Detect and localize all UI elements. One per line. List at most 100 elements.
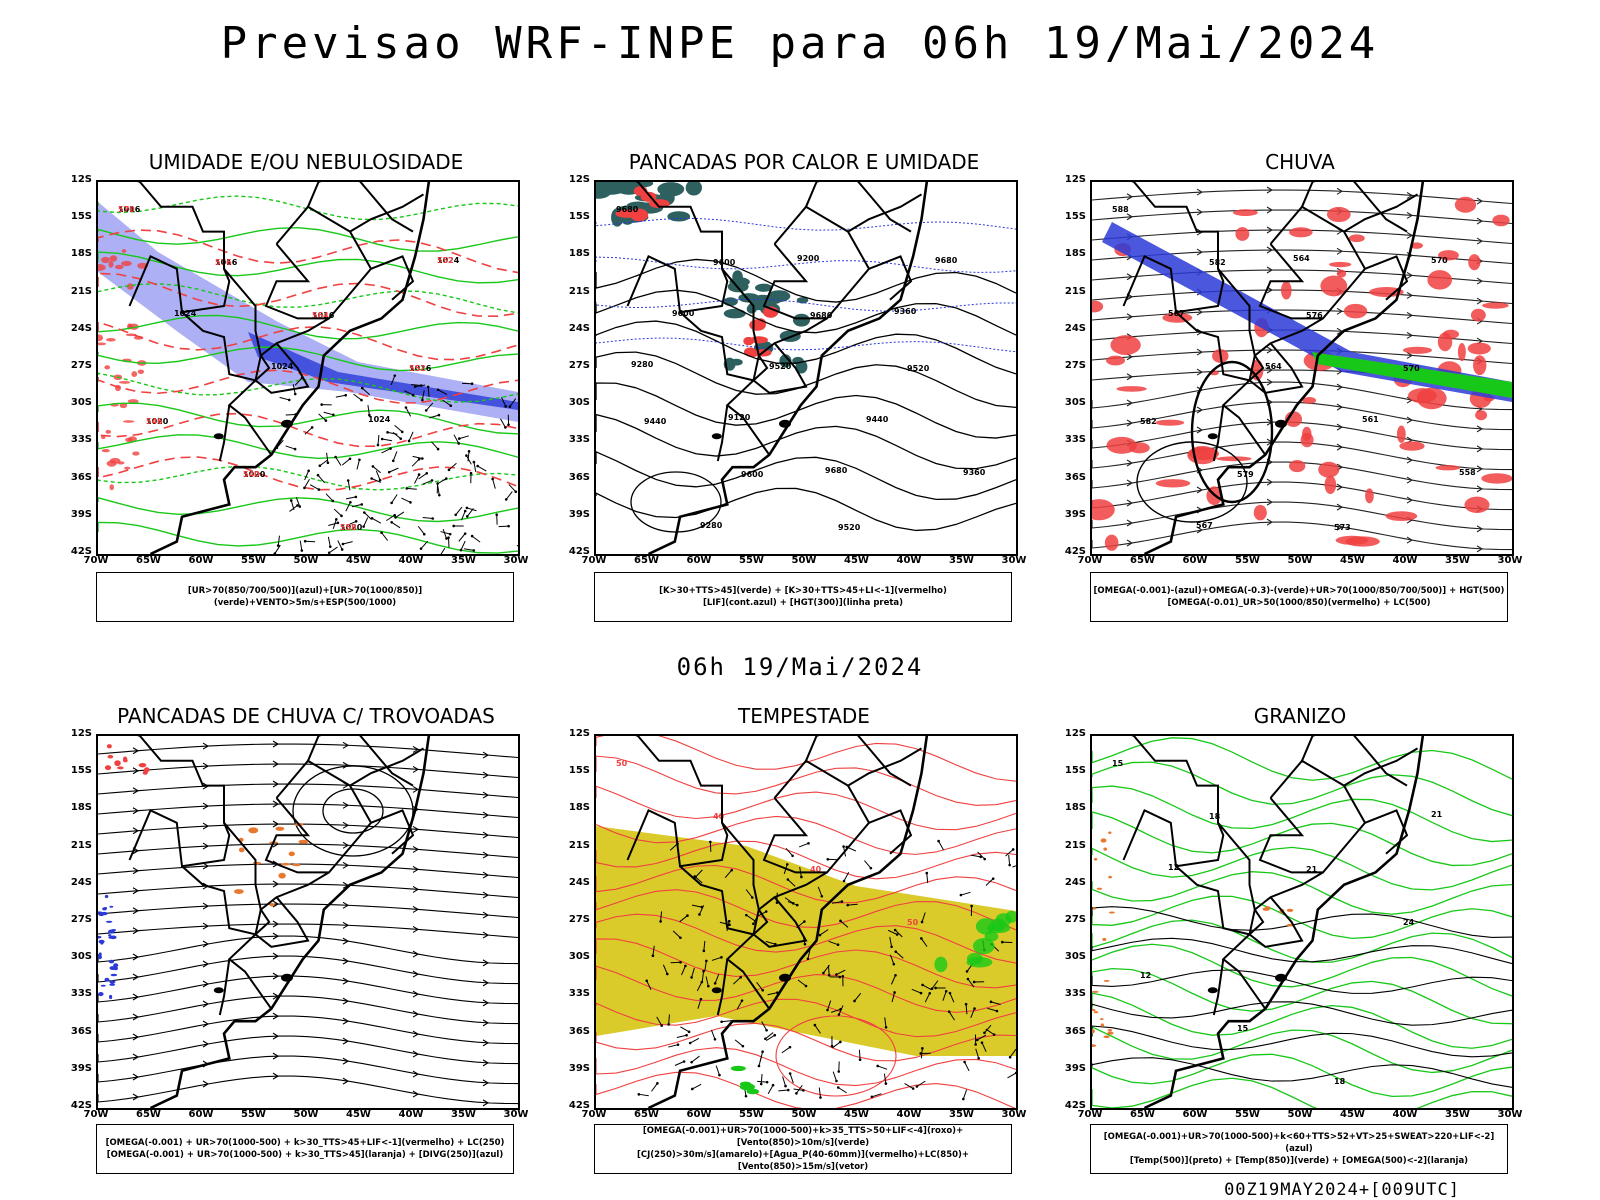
wind-vector-head [651, 954, 655, 958]
wind-vector [827, 1000, 832, 1011]
wind-vector-head [422, 532, 426, 536]
contour-label: 540 [243, 470, 260, 479]
panel-legend-umidade-e-ou-nebulosidade: [UR>70(850/700/500)](azul)+[UR>70(1000/8… [96, 572, 514, 622]
wind-vector [733, 976, 741, 985]
wind-vector [975, 1048, 980, 1059]
stream-arrow [1406, 351, 1414, 359]
precipitable-water-contour [596, 1047, 1016, 1087]
wind-vector [509, 398, 517, 407]
longitude-label: 30W [1497, 555, 1523, 566]
shaded-area [657, 182, 685, 197]
wind-vector [367, 405, 370, 416]
wind-vector [377, 435, 380, 446]
wind-vector [965, 1004, 968, 1015]
wind-vector [309, 484, 320, 491]
shaded-area [1106, 436, 1137, 454]
stream-arrow [132, 1013, 140, 1021]
latitude-label: 42S [1064, 1100, 1086, 1111]
stream-arrow [1336, 383, 1344, 391]
stream-arrow [482, 771, 490, 779]
longitude-label: 55W [1235, 555, 1260, 566]
shaded-area [934, 956, 948, 973]
shaded-area [105, 429, 112, 434]
wind-vector-head [921, 1047, 924, 1050]
stream-arrow [342, 1077, 350, 1085]
stream-arrow [272, 780, 280, 788]
stream-arrow [342, 1057, 350, 1065]
wind-vector-head [975, 1038, 979, 1042]
wind-vector-head [349, 500, 352, 504]
wind-vector [926, 873, 929, 884]
wind-vector [333, 508, 342, 517]
shaded-area [122, 420, 135, 423]
wind-vector-head [684, 964, 687, 968]
wind-vector-head [972, 980, 976, 984]
wind-vector-head [965, 970, 969, 973]
temp850-contour [1092, 1077, 1512, 1108]
run-info: 00Z19MAY2024+[009UTC] [1224, 1180, 1460, 1200]
low-pressure-contour [1136, 441, 1248, 523]
wind-vector [437, 389, 448, 396]
wind-vector-head [421, 398, 424, 402]
wind-vector [734, 1039, 744, 1047]
latitude-label: 42S [568, 1100, 590, 1111]
longitude-label: 50W [791, 555, 817, 566]
stream-arrow [412, 990, 420, 998]
stream-arrow [202, 1040, 210, 1048]
wind-vector [797, 979, 807, 987]
wind-vector-head [419, 547, 423, 550]
shaded-area [1396, 425, 1406, 443]
wind-vector-head [438, 493, 441, 497]
humidity-contour [98, 195, 518, 221]
wind-vector-head [802, 1089, 805, 1092]
wind-vector-head [457, 442, 461, 445]
stream-arrow [412, 765, 420, 773]
stream-arrow [1126, 479, 1134, 487]
wind-vector [724, 869, 733, 879]
wind-vector [781, 1046, 791, 1054]
wind-vector-head [791, 902, 795, 905]
wind-vector [412, 455, 423, 459]
wind-vector-head [995, 1009, 999, 1013]
wind-vector-head [836, 943, 840, 947]
latitude-label: 39S [1064, 1062, 1086, 1074]
wind-vector-head [389, 447, 392, 450]
wind-vector [887, 929, 898, 935]
wind-vector-head [437, 413, 441, 417]
shaded-area [1324, 475, 1337, 495]
shaded-area [779, 354, 792, 368]
wind-vector [371, 478, 382, 483]
wind-vector [745, 889, 753, 898]
wind-vector [828, 940, 839, 946]
contour-label: 573 [1334, 523, 1351, 532]
shaded-area [739, 1083, 755, 1091]
humidity-contour [98, 346, 518, 372]
stream-arrow [342, 841, 350, 849]
map-panel-umidade-e-ou-nebulosidade: 1016 1016 1016 1016 1020 1020 1020 1024 1024 1024… [96, 180, 520, 556]
stream-arrow [482, 911, 490, 919]
contour-label: 18 [1209, 812, 1221, 821]
map-canvas: 15 18 21 24 12 15 18 21 12 [1092, 736, 1512, 1108]
wind-vector [466, 507, 477, 512]
wind-vector [807, 948, 811, 959]
wind-vector [395, 511, 405, 518]
stream-arrow [1266, 478, 1274, 486]
wind-vector [990, 1001, 1001, 1005]
streamline [98, 995, 518, 1025]
wind-vector-head [370, 516, 374, 520]
wind-vector [668, 1044, 679, 1048]
stream-arrow [132, 993, 140, 1001]
shaded-area [1318, 461, 1340, 478]
shaded-area [109, 980, 116, 984]
shaded-area [626, 201, 650, 210]
wind-vector-head [400, 430, 404, 434]
stream-arrow [272, 880, 280, 888]
stream-arrow [1126, 273, 1134, 281]
wind-vector-head [335, 518, 338, 521]
wind-vector [709, 841, 712, 852]
shaded-area [1281, 281, 1292, 300]
contour-label: 1020 [146, 417, 169, 426]
wind-vector-head [803, 942, 807, 946]
shaded-area [1365, 488, 1374, 504]
stream-arrow [342, 977, 350, 985]
